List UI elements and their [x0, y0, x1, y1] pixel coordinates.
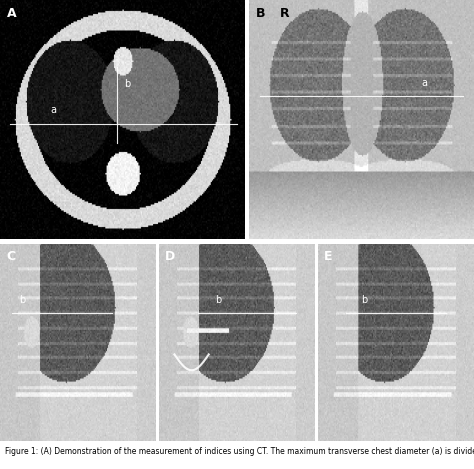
Text: b: b: [18, 295, 25, 305]
Text: R: R: [280, 7, 290, 20]
Text: b: b: [215, 295, 221, 305]
Text: a: a: [51, 105, 57, 115]
Text: B: B: [255, 7, 265, 20]
Text: b: b: [362, 295, 368, 305]
Text: A: A: [7, 7, 17, 20]
Text: b: b: [125, 79, 131, 89]
Text: Figure 1: (A) Demonstration of the measurement of indices using CT. The maximum : Figure 1: (A) Demonstration of the measu…: [5, 447, 474, 456]
Text: D: D: [165, 250, 175, 263]
Text: E: E: [324, 250, 333, 263]
Text: a: a: [421, 78, 428, 89]
Text: C: C: [6, 250, 15, 263]
